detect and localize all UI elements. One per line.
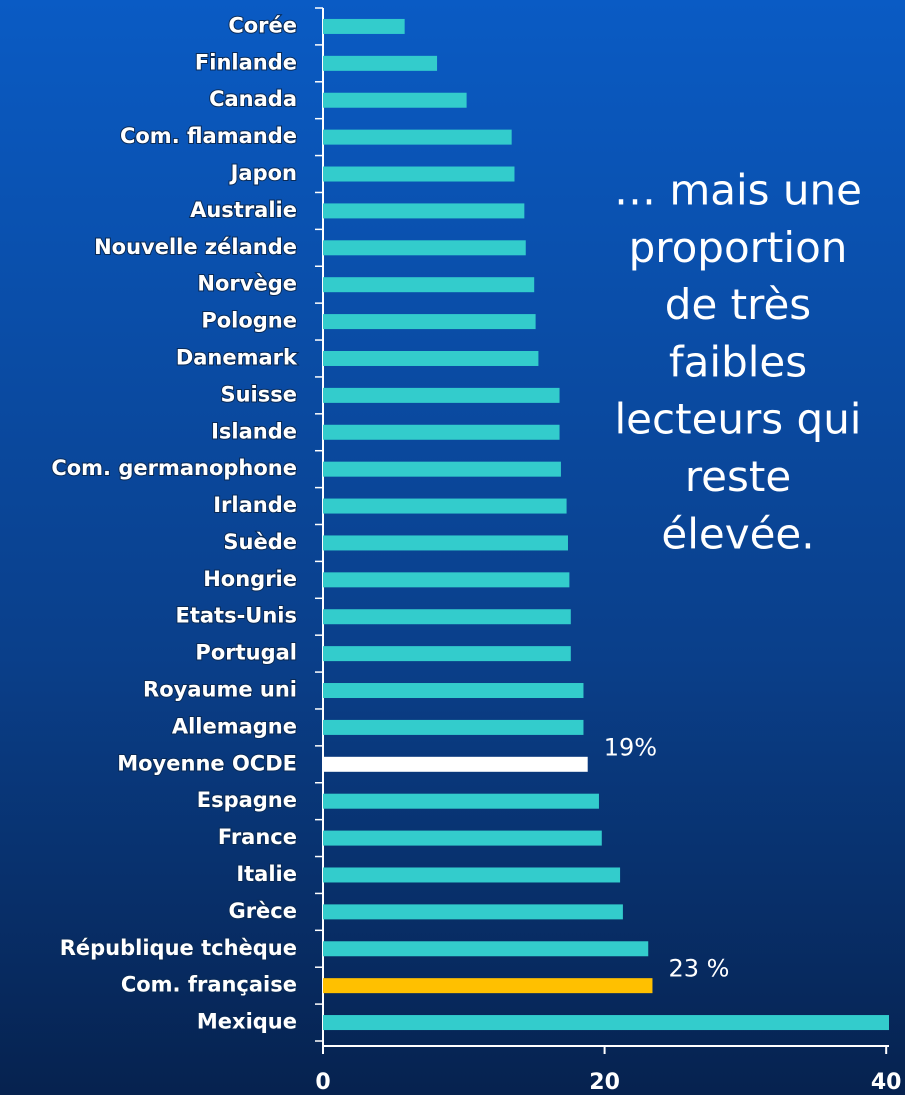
category-label: Finlande — [195, 50, 297, 74]
bar — [323, 129, 512, 145]
category-label: Pologne — [201, 309, 297, 333]
bar — [323, 572, 570, 588]
category-label: République tchèque — [60, 936, 297, 960]
bar — [323, 867, 621, 883]
annotation: … mais une — [614, 166, 862, 215]
bar — [323, 1015, 889, 1031]
bar — [323, 314, 536, 330]
value-label: 23 % — [668, 955, 729, 983]
value-label: 19% — [604, 733, 657, 761]
category-label: Mexique — [197, 1010, 297, 1034]
category-label: Espagne — [197, 788, 297, 812]
category-label: Grèce — [228, 899, 297, 923]
category-label: Com. germanophone — [51, 456, 297, 480]
bar — [323, 387, 560, 403]
bar — [323, 535, 568, 551]
annotation: proportion — [629, 223, 848, 272]
category-label: Moyenne OCDE — [117, 751, 297, 775]
bar — [323, 277, 535, 293]
category-label: Hongrie — [203, 567, 297, 591]
bar — [323, 350, 539, 366]
category-label: Canada — [209, 87, 297, 111]
category-label: Italie — [236, 862, 297, 886]
category-label: Islande — [211, 419, 297, 443]
category-label: Royaume uni — [143, 678, 297, 702]
category-label: Com. française — [121, 973, 297, 997]
category-label: Com. flamande — [120, 124, 297, 148]
annotation: élevée. — [661, 509, 814, 558]
category-label: France — [218, 825, 297, 849]
bar — [323, 55, 438, 71]
x-tick-label: 0 — [315, 1070, 330, 1095]
bar — [323, 756, 588, 772]
bar — [323, 719, 584, 735]
bar — [323, 92, 467, 108]
bar — [323, 166, 515, 182]
category-label: Allemagne — [172, 714, 297, 738]
x-tick-label: 40 — [871, 1070, 902, 1095]
bar — [323, 424, 560, 440]
category-label: Suède — [223, 530, 297, 554]
bar — [323, 18, 405, 34]
x-tick-label: 20 — [589, 1070, 620, 1095]
category-label: Japon — [229, 161, 297, 185]
annotation: reste — [685, 452, 791, 501]
category-label: Danemark — [176, 345, 298, 369]
category-label: Etats-Unis — [175, 604, 297, 628]
bar — [323, 203, 525, 219]
category-label: Nouvelle zélande — [94, 235, 297, 259]
category-label: Norvège — [197, 272, 297, 296]
bar — [323, 904, 623, 920]
annotation: faibles — [669, 337, 807, 386]
bar — [323, 941, 649, 957]
category-label: Portugal — [195, 641, 297, 665]
bar — [323, 793, 599, 809]
bar — [323, 830, 602, 846]
annotation: de très — [665, 280, 811, 329]
bar — [323, 646, 571, 662]
bar — [323, 498, 567, 514]
bar — [323, 609, 571, 625]
category-label: Suisse — [220, 382, 297, 406]
category-label: Corée — [228, 13, 297, 37]
bar — [323, 683, 584, 699]
bar — [323, 461, 561, 477]
annotation: lecteurs qui — [615, 395, 862, 444]
bar — [323, 240, 526, 256]
bar — [323, 978, 653, 994]
category-label: Irlande — [213, 493, 297, 517]
category-label: Australie — [190, 198, 297, 222]
